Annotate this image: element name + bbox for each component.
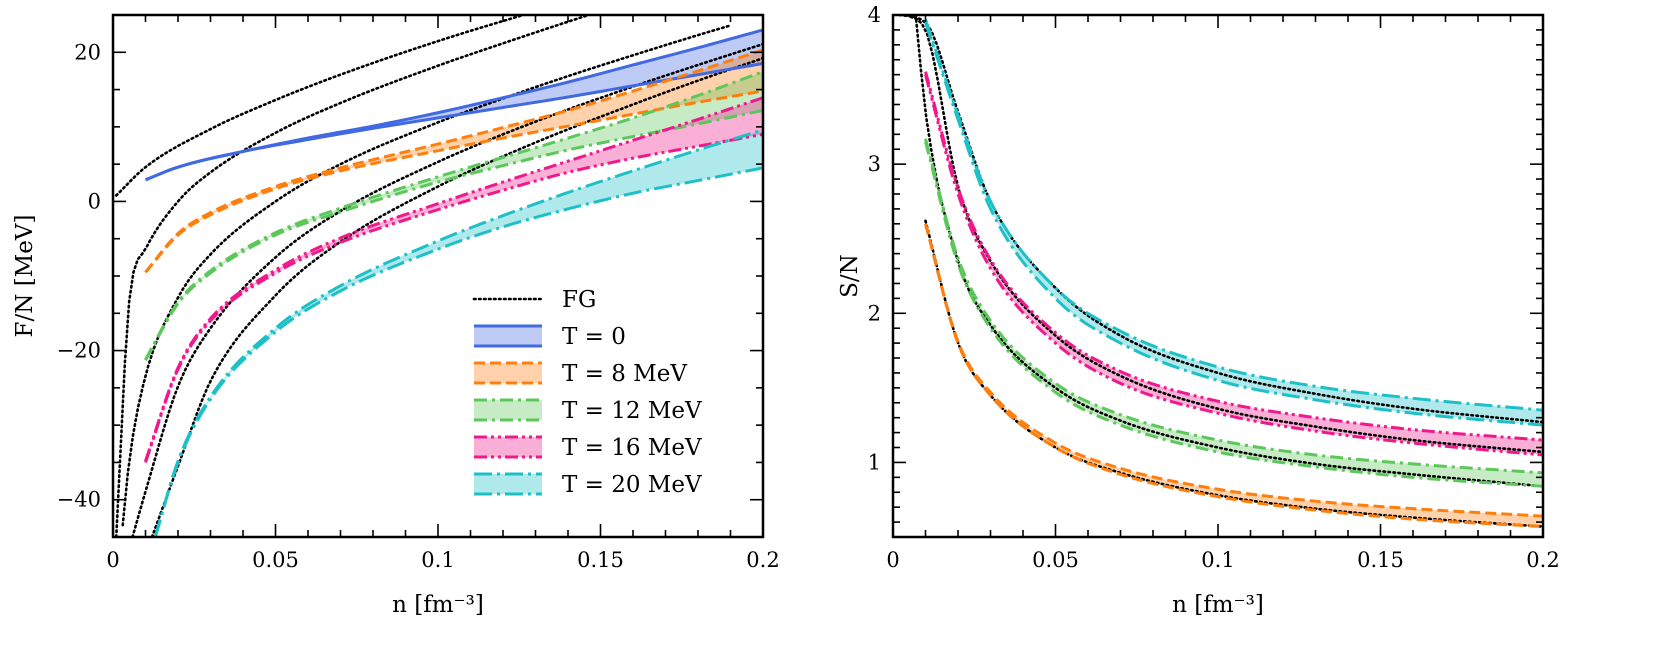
right-panel: 0 0.05 0.1 0.15 0.2 1 2 3 4 n [fm⁻³] S/N bbox=[837, 3, 1560, 618]
line-t-20-mev-lower bbox=[924, 21, 1543, 427]
line-fg-t-0 bbox=[114, 15, 528, 197]
legend: FG T = 0 T = 8 MeV T = 12 MeV T = 16 MeV T = … bbox=[472, 287, 702, 498]
x-tick-label: 0.05 bbox=[1032, 548, 1079, 572]
x-tick-label: 0 bbox=[886, 548, 899, 572]
y-axis-label: F/N [MeV] bbox=[12, 215, 38, 338]
legend-swatch bbox=[474, 474, 542, 494]
line-t-8-mev-upper bbox=[924, 223, 1543, 518]
ticks bbox=[892, 14, 1544, 538]
line-t-16-mev-upper bbox=[924, 71, 1543, 442]
axes-frame bbox=[891, 13, 1545, 539]
line-t-20-mev-upper bbox=[153, 128, 763, 537]
y-tick-label: 2 bbox=[868, 301, 881, 325]
y-tick-label: −40 bbox=[57, 488, 101, 512]
y-tick-label: −20 bbox=[57, 339, 101, 363]
legend-swatch bbox=[474, 326, 542, 346]
band-t-8-mev bbox=[145, 50, 763, 273]
legend-label: T = 0 bbox=[562, 324, 626, 350]
legend-swatch bbox=[474, 437, 542, 457]
line-t-0-upper bbox=[144, 28, 763, 182]
x-tick-label: 0.1 bbox=[421, 548, 454, 572]
legend-item-t-12-mev: T = 12 MeV bbox=[474, 398, 702, 424]
x-axis-label: n [fm⁻³] bbox=[1172, 592, 1264, 618]
legend-item-t-8-mev: T = 8 MeV bbox=[474, 361, 687, 387]
line-fg-t-8 bbox=[114, 15, 593, 537]
legend-label: FG bbox=[562, 287, 596, 313]
x-tick-label: 0.15 bbox=[1357, 548, 1404, 572]
y-tick-label: 3 bbox=[868, 152, 881, 176]
line-t-8-mev-upper bbox=[144, 48, 763, 274]
band-t-20-mev bbox=[925, 19, 1543, 426]
plot-area bbox=[898, 15, 1543, 529]
y-tick-label: 1 bbox=[868, 450, 881, 474]
legend-swatch bbox=[474, 363, 542, 383]
band-t-16-mev bbox=[145, 97, 763, 463]
legend-item-fg: FG bbox=[472, 287, 596, 313]
x-tick-label: 0.15 bbox=[577, 548, 624, 572]
y-axis-label: S/N bbox=[837, 254, 863, 298]
y-tick-label: 4 bbox=[868, 3, 881, 27]
legend-item-t-20-mev: T = 20 MeV bbox=[474, 472, 702, 498]
legend-swatch bbox=[474, 400, 542, 420]
x-tick-label: 0.2 bbox=[746, 548, 779, 572]
legend-label: T = 8 MeV bbox=[562, 361, 687, 387]
legend-item-t-0: T = 0 bbox=[474, 324, 626, 350]
legend-label: T = 12 MeV bbox=[562, 398, 702, 424]
line-t-12-mev-upper bbox=[924, 138, 1543, 475]
line-t-16-mev-lower bbox=[924, 74, 1543, 457]
x-tick-label: 0 bbox=[106, 548, 119, 572]
legend-item-t-16-mev: T = 16 MeV bbox=[474, 435, 702, 461]
line-t-12-mev-upper bbox=[144, 70, 763, 361]
line-t-12-mev-lower bbox=[144, 108, 763, 361]
x-tick-label: 0.1 bbox=[1201, 548, 1234, 572]
plot-area bbox=[114, 15, 763, 537]
line-t-12-mev-lower bbox=[924, 141, 1543, 488]
line-t-20-mev-upper bbox=[924, 18, 1543, 412]
y-tick-label: 20 bbox=[74, 40, 101, 64]
x-axis-label: n [fm⁻³] bbox=[392, 592, 484, 618]
line-fg-t-12 bbox=[914, 15, 1543, 488]
x-tick-label: 0.2 bbox=[1526, 548, 1559, 572]
left-panel: 0 0.05 0.1 0.15 0.2 −40 −20 0 20 n [fm⁻³] F/N [MeV… bbox=[12, 13, 780, 618]
band-t-16-mev bbox=[925, 71, 1543, 455]
line-t-8-mev-lower bbox=[924, 223, 1543, 529]
y-tick-label: 0 bbox=[88, 189, 101, 213]
band-t-20-mev bbox=[155, 129, 763, 537]
line-t-20-mev-lower bbox=[153, 166, 763, 537]
legend-label: T = 16 MeV bbox=[562, 435, 702, 461]
x-tick-label: 0.05 bbox=[252, 548, 299, 572]
legend-label: T = 20 MeV bbox=[562, 472, 702, 498]
line-fg-t-16 bbox=[904, 15, 1543, 454]
line-fg-t-12 bbox=[121, 24, 732, 527]
ticks bbox=[112, 14, 764, 538]
